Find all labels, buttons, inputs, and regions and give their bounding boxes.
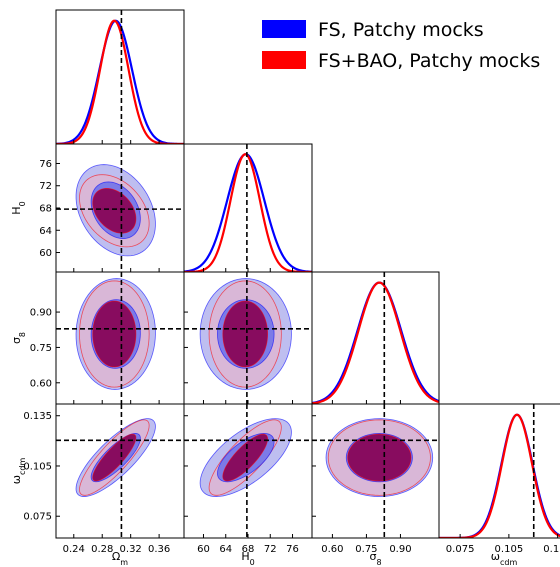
x-tick-label-h0: 76 bbox=[286, 544, 299, 555]
legend-swatch-fs-bao bbox=[262, 51, 306, 69]
y-axis-label-wc: ωcdm bbox=[10, 458, 27, 485]
x-tick-label-om: 0.32 bbox=[120, 544, 142, 555]
y-tick-label-h0: 68 bbox=[39, 204, 52, 215]
x-tick-label-om: 0.36 bbox=[148, 544, 170, 555]
x-tick-label-h0: 68 bbox=[242, 544, 255, 555]
legend: FS, Patchy mocks FS+BAO, Patchy mocks bbox=[262, 19, 540, 72]
x-tick-label-om: 0.28 bbox=[91, 544, 113, 555]
contour68-wc-s8-series-1 bbox=[347, 433, 412, 482]
marginal-curve-om-series-1 bbox=[56, 19, 184, 144]
y-tick-label-wc: 0.105 bbox=[23, 461, 52, 472]
panel-wc-h0: 60 64 68 72 76 bbox=[183, 403, 313, 555]
panel-s8-om: 0.60 0.75 0.90 bbox=[30, 271, 185, 405]
legend-label-fs-bao: FS+BAO, Patchy mocks bbox=[318, 50, 540, 72]
y-axis-label-h0: H0 bbox=[10, 201, 27, 214]
x-tick-label-s8: 0.60 bbox=[321, 544, 343, 555]
panel-s8-s8 bbox=[311, 271, 440, 405]
contour68-s8-om-series-1 bbox=[92, 300, 137, 368]
y-tick-label-wc: 0.075 bbox=[23, 512, 52, 523]
panel-om-om bbox=[55, 9, 185, 145]
legend-swatch-fs bbox=[262, 20, 306, 38]
contour68-wc-om-series-1 bbox=[92, 433, 137, 482]
contour68-wc-h0-series-1 bbox=[222, 433, 269, 482]
x-tick-label-wc: 0.105 bbox=[495, 544, 524, 555]
panel-wc-s8: 0.60 0.75 0.90 bbox=[311, 403, 440, 555]
x-axis-label-s8: σ8 bbox=[369, 550, 381, 567]
y-axis-label-s8: σ8 bbox=[10, 332, 27, 344]
panel-wc-wc: 0.075 0.105 0.135 bbox=[438, 403, 560, 555]
panel-h0-h0 bbox=[183, 143, 313, 273]
x-tick-label-h0: 60 bbox=[197, 544, 210, 555]
marginal-curve-wc-series-1 bbox=[439, 413, 560, 538]
panel-frame bbox=[438, 403, 560, 539]
y-tick-label-s8: 0.90 bbox=[30, 308, 52, 319]
marginal-curve-om-series-0 bbox=[56, 19, 184, 144]
x-tick-label-wc: 0.135 bbox=[543, 544, 560, 555]
x-tick-label-h0: 64 bbox=[219, 544, 232, 555]
marginal-curve-h0-series-0 bbox=[184, 153, 312, 272]
contour68-s8-h0-series-1 bbox=[222, 300, 269, 368]
x-tick-label-h0: 72 bbox=[264, 544, 277, 555]
x-axis-label-wc: ωcdm bbox=[491, 550, 518, 567]
x-tick-label-wc: 0.075 bbox=[446, 544, 475, 555]
y-tick-label-h0: 64 bbox=[39, 226, 52, 237]
panel-h0-om: 60 64 68 72 76 bbox=[39, 143, 185, 273]
y-tick-label-h0: 60 bbox=[39, 248, 52, 259]
x-tick-label-s8: 0.75 bbox=[355, 544, 377, 555]
x-tick-label-om: 0.24 bbox=[63, 544, 85, 555]
y-tick-label-h0: 76 bbox=[39, 159, 52, 170]
y-tick-label-h0: 72 bbox=[39, 181, 52, 192]
y-tick-label-wc: 0.135 bbox=[23, 411, 52, 422]
x-axis-label-h0: H0 bbox=[241, 550, 254, 567]
panel-frame bbox=[183, 143, 313, 273]
marginal-curve-h0-series-1 bbox=[184, 153, 312, 272]
y-tick-label-s8: 0.60 bbox=[30, 378, 52, 389]
marginal-curve-s8-series-1 bbox=[312, 281, 439, 404]
panel-s8-h0 bbox=[183, 271, 313, 405]
x-tick-label-s8: 0.90 bbox=[389, 544, 411, 555]
legend-label-fs: FS, Patchy mocks bbox=[318, 19, 484, 41]
y-tick-label-s8: 0.75 bbox=[30, 343, 52, 354]
contour68-h0-om-series-1 bbox=[92, 187, 137, 234]
x-axis-label-om: Ωm bbox=[112, 550, 128, 567]
panel-wc-om: 0.24 0.28 0.32 0.36 0.075 0.105 0.135 bbox=[23, 403, 185, 555]
